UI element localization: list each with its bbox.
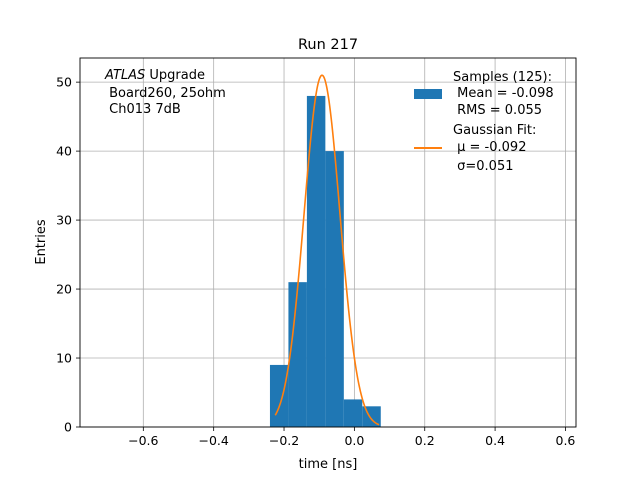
y-axis-label: Entries (34, 219, 49, 265)
plot-frame (79, 57, 577, 428)
annotation-line-2: Board260, 25ohm (105, 86, 226, 101)
y-tick-label: 40 (56, 144, 72, 159)
histogram-bar (306, 95, 326, 428)
legend-fit-line-3: σ=0.051 (453, 159, 513, 174)
legend: Samples (125): Mean = -0.098 RMS = 0.055… (414, 70, 554, 174)
x-tick-label: 0.4 (485, 433, 505, 448)
atlas-annotation: ATLAS Upgrade Board260, 25ohm Ch013 7dB (104, 68, 226, 117)
histogram-bar (343, 399, 363, 427)
legend-samples-line-1: Samples (125): (453, 70, 552, 85)
legend-fit-line-1: Gaussian Fit: (453, 123, 536, 138)
x-tick-label: −0.6 (128, 433, 158, 448)
fit-curve (274, 74, 380, 426)
histogram-bar (269, 364, 289, 427)
legend-fit-line-2: μ = -0.092 (453, 140, 526, 155)
y-tick-label: 0 (64, 420, 72, 435)
y-axis-ticks: 0 10 20 30 40 50 (56, 75, 80, 435)
histogram-bar (288, 282, 307, 427)
legend-samples-patch (414, 89, 442, 99)
y-tick-label: 20 (56, 282, 72, 297)
atlas-label: ATLAS (104, 68, 145, 83)
chart-title: Run 217 (298, 37, 358, 53)
legend-samples-line-2: Mean = -0.098 (453, 86, 554, 101)
x-axis-ticks: −0.6 −0.4 −0.2 0.0 0.2 0.4 0.6 (128, 427, 575, 448)
y-tick-label: 50 (56, 75, 72, 90)
x-tick-label: 0.0 (344, 433, 364, 448)
y-tick-label: 30 (56, 213, 72, 228)
histogram-bars (269, 95, 381, 428)
gaussian-fit (274, 74, 380, 426)
y-tick-label: 10 (56, 351, 72, 366)
x-tick-label: −0.2 (269, 433, 299, 448)
x-tick-label: 0.2 (415, 433, 435, 448)
legend-samples-line-3: RMS = 0.055 (453, 103, 542, 118)
svg-text:ATLAS Upgrade: ATLAS Upgrade (104, 68, 205, 83)
annotation-line-1: Upgrade (145, 68, 205, 83)
x-axis-label: time [ns] (299, 457, 358, 472)
histogram-bar (325, 151, 344, 427)
x-tick-label: 0.6 (556, 433, 576, 448)
x-tick-label: −0.4 (198, 433, 228, 448)
annotation-line-3: Ch013 7dB (105, 102, 181, 117)
